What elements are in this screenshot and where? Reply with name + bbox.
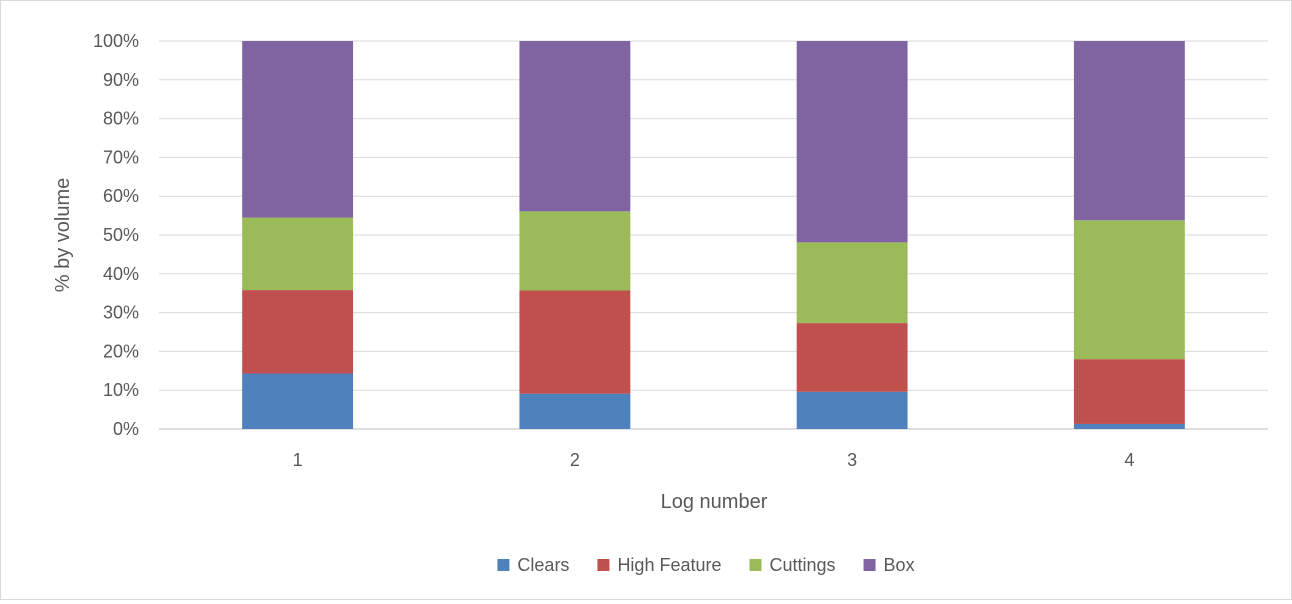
x-axis-label: Log number (661, 491, 768, 513)
y-tick-label: 100% (93, 31, 139, 51)
bar-cuttings-log-4 (1073, 220, 1185, 360)
bar-high-feature-log-3 (796, 323, 908, 392)
y-tick-label: 40% (103, 264, 139, 284)
legend: Clears High Feature Cuttings Box (497, 555, 915, 575)
y-axis-label: % by volume (52, 178, 74, 293)
x-axis-ticks: 1 2 3 4 (293, 450, 1135, 470)
x-tick-label: 1 (293, 450, 303, 470)
y-tick-label: 50% (103, 225, 139, 245)
bar-clears-log-1 (242, 373, 354, 429)
bar-box-log-3 (796, 41, 908, 243)
y-tick-label: 60% (103, 186, 139, 206)
y-tick-label: 20% (103, 341, 139, 361)
y-tick-label: 30% (103, 303, 139, 323)
x-tick-label: 3 (847, 450, 857, 470)
bar-clears-log-4 (1073, 423, 1185, 429)
x-tick-label: 2 (570, 450, 580, 470)
bar-cuttings-log-2 (519, 211, 631, 291)
bar-cuttings-log-3 (796, 242, 908, 324)
legend-label-cuttings: Cuttings (770, 555, 836, 575)
bar-clears-log-2 (519, 393, 631, 429)
legend-swatch-box (863, 559, 876, 571)
legend-label-high-feature: High Feature (617, 555, 721, 575)
bar-high-feature-log-4 (1073, 359, 1185, 424)
legend-label-box: Box (884, 555, 915, 575)
bar-box-log-2 (519, 41, 631, 212)
y-axis-ticks: 0% 10% 20% 30% 40% 50% 60% 70% 80% 90% 100% (93, 31, 139, 439)
bar-box-log-1 (242, 41, 354, 218)
legend-swatch-clears (497, 559, 510, 571)
y-tick-label: 0% (113, 419, 139, 439)
legend-swatch-high-feature (597, 559, 610, 571)
y-tick-label: 80% (103, 109, 139, 129)
bar-cuttings-log-1 (242, 217, 354, 291)
bar-clears-log-3 (796, 391, 908, 429)
bar-box-log-4 (1073, 41, 1185, 221)
x-tick-label: 4 (1124, 450, 1134, 470)
bar-high-feature-log-2 (519, 290, 631, 394)
legend-swatch-cuttings (749, 559, 762, 571)
legend-label-clears: Clears (517, 555, 569, 575)
y-tick-label: 10% (103, 380, 139, 400)
bars (242, 41, 1185, 429)
bar-high-feature-log-1 (242, 290, 354, 374)
y-tick-label: 90% (103, 70, 139, 90)
y-tick-label: 70% (103, 147, 139, 167)
